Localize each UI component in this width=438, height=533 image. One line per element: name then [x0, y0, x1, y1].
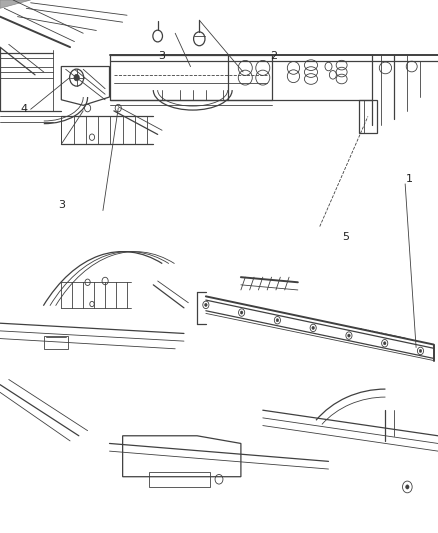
Text: 3: 3	[58, 200, 65, 210]
Polygon shape	[0, 0, 31, 9]
Circle shape	[74, 75, 79, 81]
Circle shape	[312, 326, 314, 329]
Circle shape	[406, 485, 409, 489]
Text: 1: 1	[406, 174, 413, 183]
Circle shape	[205, 303, 207, 306]
Circle shape	[276, 319, 279, 322]
Circle shape	[419, 349, 422, 352]
Circle shape	[348, 334, 350, 337]
Circle shape	[383, 342, 386, 345]
Circle shape	[240, 311, 243, 314]
Text: 3: 3	[159, 51, 166, 61]
Text: 4: 4	[21, 104, 28, 114]
Text: 5: 5	[343, 232, 350, 242]
Text: 2: 2	[270, 51, 277, 61]
